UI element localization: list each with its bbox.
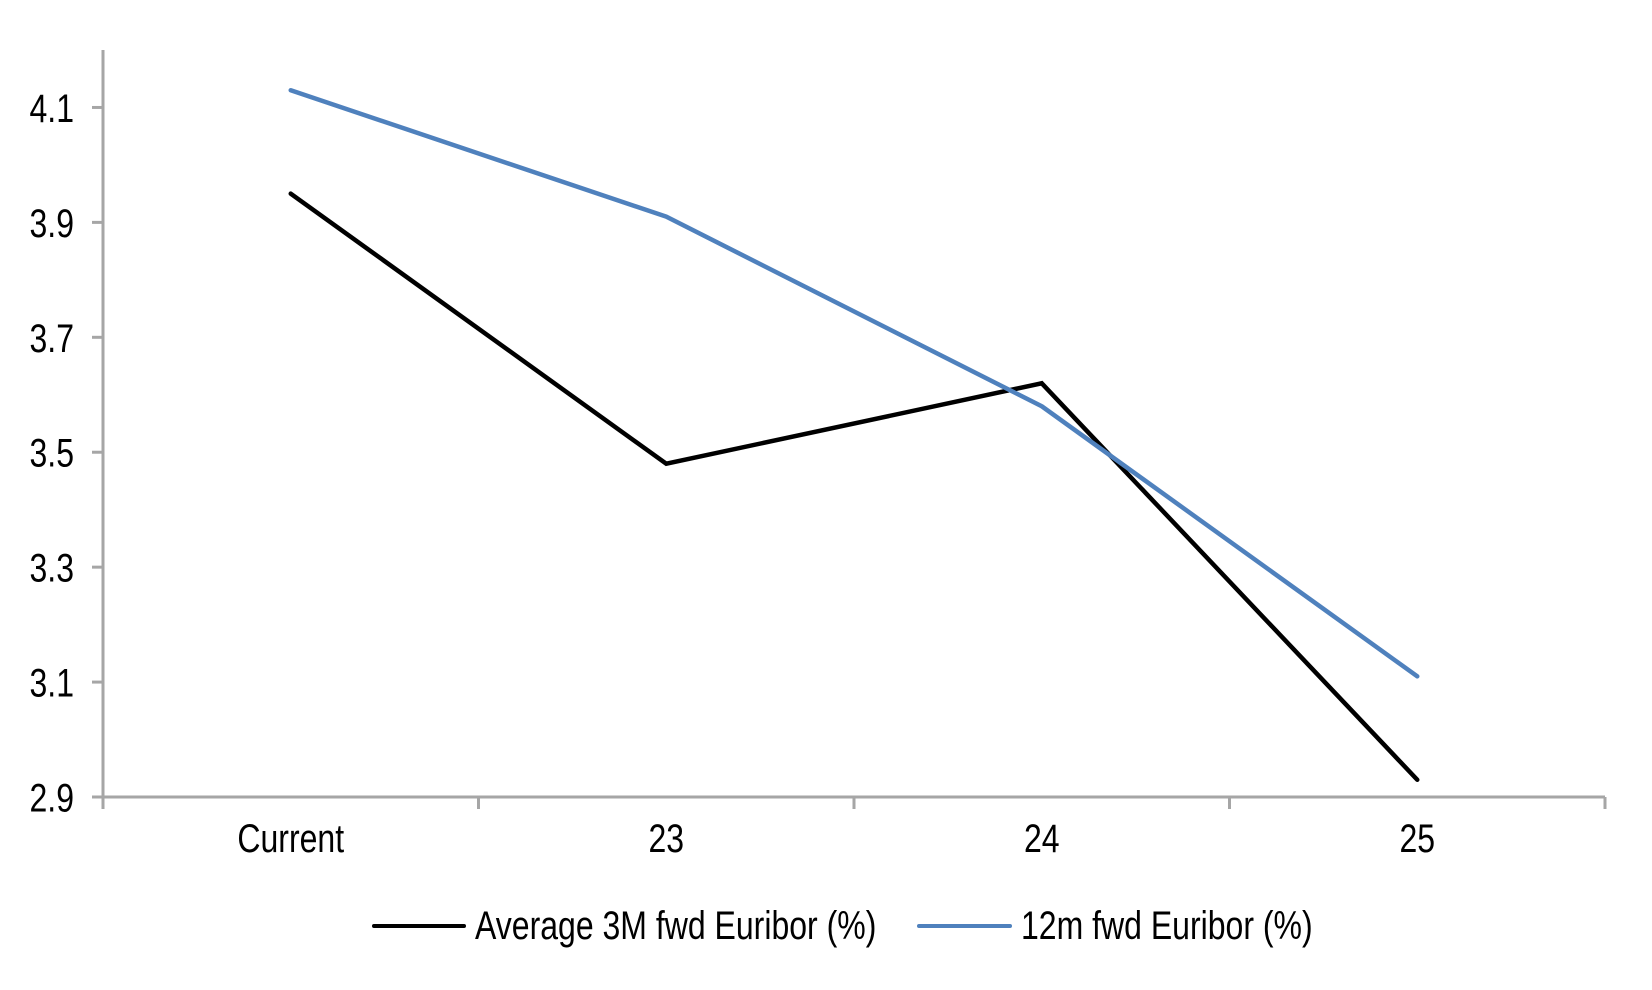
x-tick-label: 23 xyxy=(648,816,684,861)
series-line-average-3m xyxy=(288,191,1420,783)
series-line-12m xyxy=(288,87,1420,679)
y-axis-ticks xyxy=(92,105,103,799)
y-tick-label: 2.9 xyxy=(30,775,74,820)
y-tick-label: 3.5 xyxy=(30,430,74,475)
y-tick-label: 4.1 xyxy=(30,86,74,131)
legend-label-average-3m: Average 3M fwd Euribor (%) xyxy=(475,904,877,948)
legend-swatch-average-3m xyxy=(372,924,466,928)
x-axis-ticks xyxy=(101,797,1607,809)
x-tick-label: Current xyxy=(237,816,344,861)
series-lines xyxy=(288,87,1420,783)
legend-item-12m: 12m fwd Euribor (%) xyxy=(917,906,1386,946)
legend-label-12m: 12m fwd Euribor (%) xyxy=(1021,904,1313,948)
y-tick-label: 3.3 xyxy=(30,545,74,590)
x-tick-label: 24 xyxy=(1024,816,1060,861)
x-tick-label: 25 xyxy=(1399,816,1435,861)
legend-swatch-12m xyxy=(917,924,1012,928)
y-tick-label: 3.7 xyxy=(30,315,74,360)
legend-item-average-3m: Average 3M fwd Euribor (%) xyxy=(372,906,977,946)
y-axis-labels: 2.9 3.1 3.3 3.5 3.7 3.9 4.1 xyxy=(30,86,74,821)
y-tick-label: 3.9 xyxy=(30,200,74,245)
y-tick-label: 3.1 xyxy=(30,660,74,705)
x-axis-labels: Current 23 24 25 xyxy=(237,816,1435,861)
